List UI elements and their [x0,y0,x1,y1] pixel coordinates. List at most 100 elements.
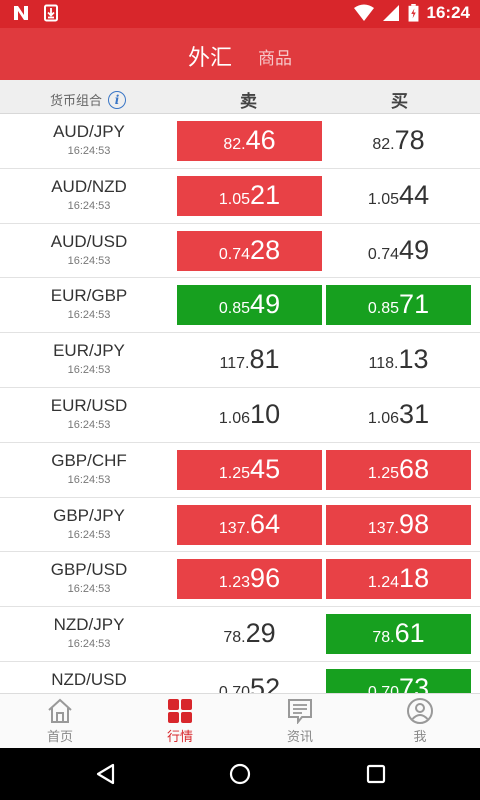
sell-price[interactable]: 1.25 45 [177,449,322,490]
quote-row[interactable]: AUD/JPY 16:24:53 82. 46 82. 78 [0,114,480,169]
buy-price-pips: 98 [399,508,430,539]
buy-price[interactable]: 82. 78 [326,121,471,161]
sell-price-prefix: 0.85 [218,300,251,318]
back-icon[interactable] [94,762,118,786]
tab-forex[interactable]: 外汇 [188,45,233,70]
currency-pair: EUR/JPY [53,341,125,361]
currency-pair: AUD/JPY [53,122,125,141]
quote-time: 16:24:53 [67,638,111,651]
wifi-icon [353,4,374,21]
buy-price[interactable]: 137. 98 [326,504,471,545]
quote-time: 16:24:53 [67,583,111,596]
grid-icon [168,699,192,723]
n-icon [14,6,28,20]
buy-price[interactable]: 1.25 68 [326,449,471,490]
buy-price-pips: 71 [399,289,430,320]
buy-price-prefix: 0.70 [367,683,400,693]
buy-price[interactable]: 1.06 31 [326,395,471,435]
sell-price-prefix: 0.70 [218,683,251,693]
buy-price-pips: 18 [399,563,430,594]
quote-row[interactable]: GBP/USD 16:24:53 1.23 96 1.24 18 [0,552,480,608]
sell-price[interactable]: 117. 81 [177,340,322,380]
buy-price-prefix: 1.25 [367,464,400,482]
quote-row[interactable]: EUR/GBP 16:24:53 0.85 49 0.85 71 [0,278,480,334]
nav-me[interactable]: 我 [360,698,480,745]
currency-pair: AUD/NZD [51,176,127,196]
buy-price-prefix: 137. [367,519,400,537]
buy-price[interactable]: 1.24 18 [326,559,471,600]
recents-icon[interactable] [364,762,388,786]
buy-price-pips: 31 [399,398,430,429]
nav-me-label: 我 [413,729,427,744]
sell-price[interactable]: 137. 64 [177,504,322,545]
signal-icon [382,5,399,21]
quote-row[interactable]: GBP/JPY 16:24:53 137. 64 137. 98 [0,497,480,553]
sell-price-prefix: 78. [223,629,246,647]
buy-price-prefix: 1.05 [367,190,400,208]
home-circle-icon[interactable] [228,762,252,786]
quote-row[interactable]: GBP/CHF 16:24:53 1.25 45 1.25 68 [0,442,480,498]
buy-price[interactable]: 0.85 71 [326,285,471,326]
buy-price-prefix: 1.06 [367,409,400,427]
buy-price-prefix: 0.85 [367,300,400,318]
app-header: 外汇 商品 [0,28,480,80]
pair-column-header: 货币组合 i [50,90,127,109]
buy-price-prefix: 118. [368,355,399,373]
sell-price[interactable]: 0.85 49 [177,285,322,326]
quote-time: 16:24:53 [67,145,111,157]
quote-row[interactable]: EUR/USD 16:24:53 1.06 10 1.06 31 [0,387,480,443]
quote-row[interactable]: AUD/NZD 16:24:53 1.05 21 1.05 44 [0,168,480,224]
sell-price-prefix: 82. [223,136,246,153]
nav-quotes[interactable]: 行情 [120,698,240,745]
sell-price[interactable]: 78. 29 [177,614,322,654]
sell-price[interactable]: 1.23 96 [177,559,322,600]
currency-pair: NZD/USD [51,669,127,689]
tab-commodities[interactable]: 商品 [258,49,292,68]
buy-price-pips: 68 [399,453,430,484]
column-header: 货币组合 i 卖 买 [0,80,480,114]
quote-time: 16:24:53 [67,254,111,267]
buy-price[interactable]: 78. 61 [326,614,471,655]
buy-price-prefix: 0.74 [367,245,400,263]
sell-price-prefix: 0.74 [218,245,251,263]
quote-time: 16:24:53 [67,364,111,377]
quote-row[interactable]: EUR/JPY 16:24:53 117. 81 118. 13 [0,333,480,388]
quote-time: 16:24:53 [67,418,111,431]
sell-price[interactable]: 82. 46 [177,121,322,161]
currency-pair: NZD/JPY [53,615,125,635]
buy-price[interactable]: 0.70 73 [326,668,471,693]
sell-price[interactable]: 1.05 21 [177,175,322,216]
quote-list[interactable]: AUD/JPY 16:24:53 82. 46 82. 78 AUD/NZD 16:24:53… [0,114,480,693]
nav-news-label: 资讯 [286,729,313,744]
sell-price-pips: 29 [245,618,276,649]
buy-price-pips: 78 [394,125,425,155]
sell-price[interactable]: 1.06 10 [177,395,322,435]
info-icon[interactable]: i [108,90,127,109]
sell-price-pips: 21 [250,179,281,210]
currency-pair: GBP/USD [50,560,128,580]
quote-row[interactable]: NZD/JPY 16:24:53 78. 29 78. 61 [0,607,480,662]
currency-pair: EUR/USD [50,395,128,415]
status-time: 16:24 [426,3,470,22]
nav-news[interactable]: 资讯 [240,698,360,745]
user-icon [407,698,433,724]
currency-pair: AUD/USD [50,231,128,251]
sell-price-pips: 28 [250,234,281,265]
buy-price-pips: 44 [399,179,430,210]
buy-price[interactable]: 1.05 44 [326,176,471,216]
battery-icon [408,4,418,22]
quote-row[interactable]: AUD/USD 16:24:53 0.74 28 0.74 49 [0,223,480,279]
buy-price-pips: 73 [399,672,430,693]
sell-price[interactable]: 0.74 28 [177,230,322,271]
quote-time: 16:24:53 [67,473,111,486]
sell-column-header: 卖 [240,92,257,111]
nav-home[interactable]: 首页 [0,698,120,745]
home-icon [48,698,72,723]
sell-price-prefix: 1.25 [218,464,251,482]
sell-price-pips: 64 [250,508,281,539]
buy-price[interactable]: 0.74 49 [326,231,471,271]
buy-price[interactable]: 118. 13 [326,340,471,380]
currency-pair: EUR/GBP [50,286,128,306]
sell-price[interactable]: 0.70 52 [177,669,322,693]
